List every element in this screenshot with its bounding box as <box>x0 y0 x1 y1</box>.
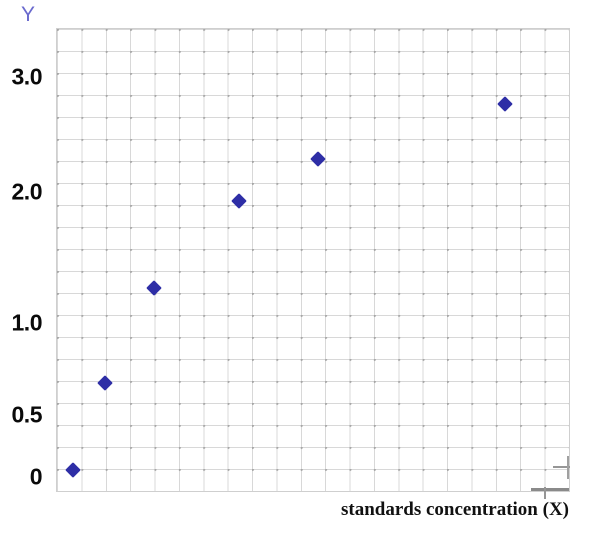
data-point-diamond <box>65 462 81 478</box>
x-axis-title: standards concentration (X) <box>341 499 569 520</box>
y-tick-label: 0 <box>29 463 43 490</box>
y-axis-title: Y <box>21 3 36 26</box>
data-point-diamond <box>146 280 162 296</box>
data-point-diamond <box>231 193 247 209</box>
y-tick-label: 1.0 <box>11 309 43 336</box>
data-point-diamond <box>310 151 326 167</box>
y-tick-label: 3.0 <box>11 63 43 90</box>
y-tick-label: 0.5 <box>11 401 43 428</box>
y-tick-label: 2.0 <box>11 178 43 205</box>
scan-artifact-line <box>544 487 546 499</box>
scan-artifact-line <box>567 456 569 479</box>
scan-artifact-line <box>553 466 570 468</box>
data-point-diamond <box>97 375 113 391</box>
plot-area <box>56 28 570 499</box>
scan-artifact-line <box>531 488 569 491</box>
data-point-diamond <box>497 96 513 112</box>
